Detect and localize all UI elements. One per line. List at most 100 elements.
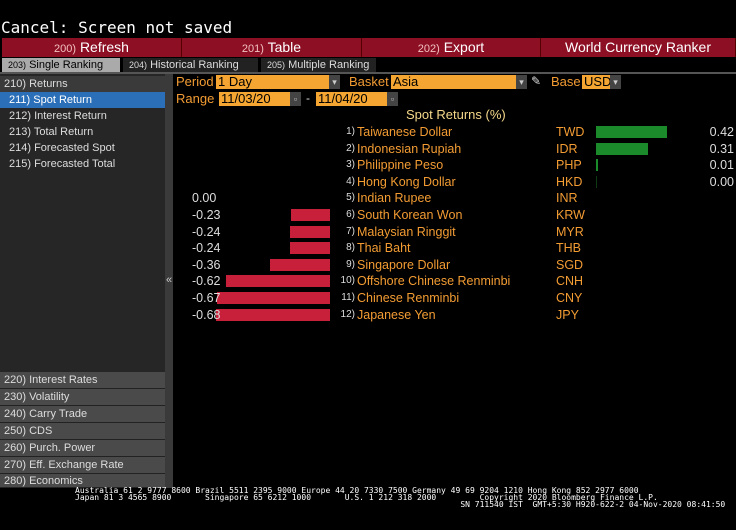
bar-twd — [596, 126, 667, 138]
basket-label: Basket — [349, 74, 389, 89]
basket-dropdown-icon[interactable]: ▾ — [516, 75, 527, 89]
sidebar-item-interest-return[interactable]: 212) Interest Return — [9, 110, 107, 122]
currency-code: PHP — [556, 158, 582, 173]
value-label: 0.01 — [709, 158, 734, 173]
value-label: 0.00 — [192, 191, 217, 206]
period-label: Period — [176, 74, 214, 89]
value-label: -0.24 — [192, 224, 221, 239]
export-label: Export — [443, 39, 485, 55]
currency-name: Malaysian Ringgit — [357, 224, 456, 239]
currency-name: Philippine Peso — [357, 158, 444, 173]
refresh-button[interactable]: 200) Refresh — [2, 38, 182, 57]
period-select[interactable]: 1 Day — [216, 75, 329, 89]
currency-name: South Korean Won — [357, 208, 463, 222]
refresh-number: 200) — [54, 43, 77, 55]
table-label: Table — [267, 39, 302, 55]
tab-number: 205) — [267, 60, 286, 70]
currency-code: CNH — [556, 274, 584, 289]
currency-code: INR — [556, 191, 578, 206]
sidebar-item-purch-power[interactable]: 260) Purch. Power — [0, 440, 165, 457]
pencil-icon[interactable]: ✎ — [531, 74, 542, 88]
rank-number: 8) — [346, 242, 355, 254]
currency-name: Hong Kong Dollar — [357, 174, 456, 189]
rank-number: 6) — [346, 209, 355, 220]
rank-number: 4) — [346, 175, 355, 187]
sidebar-item-cds[interactable]: 250) CDS — [0, 423, 165, 440]
basket-select[interactable]: Asia — [391, 75, 516, 89]
currency-name: Indonesian Rupiah — [357, 141, 462, 156]
tab-historical-ranking[interactable]: 204) Historical Ranking — [123, 58, 258, 72]
rank-number: 11) — [341, 292, 355, 303]
sidebar-item-volatility[interactable]: 230) Volatility — [0, 389, 165, 406]
sidebar-item-spot-return[interactable]: 211) Spot Return — [0, 92, 165, 108]
calendar-from-icon[interactable]: ▫ — [290, 92, 301, 106]
currency-name: Thai Baht — [357, 241, 411, 256]
bar-hkd — [596, 175, 597, 188]
sidebar: 210) Returns 211) Spot Return 212) Inter… — [0, 74, 165, 488]
rank-number: 3) — [346, 159, 355, 171]
calendar-to-icon[interactable]: ▫ — [387, 92, 398, 106]
range-separator: - — [306, 91, 310, 105]
value-label: 0.31 — [709, 141, 734, 156]
currency-name: Chinese Renminbi — [357, 291, 460, 305]
rank-number: 10) — [340, 275, 355, 287]
sidebar-item-eff-exchange-rate[interactable]: 270) Eff. Exchange Rate — [0, 457, 165, 474]
chart-title: Spot Returns (%) — [406, 107, 506, 122]
currency-code: KRW — [556, 208, 585, 222]
base-label: Base — [551, 74, 581, 89]
sidebar-item-forecasted-total[interactable]: 215) Forecasted Total — [9, 158, 116, 170]
footer: Australia 61 2 9777 8600 Brazil 5511 239… — [75, 487, 726, 509]
sidebar-item-interest-rates[interactable]: 220) Interest Rates — [0, 372, 165, 389]
rank-number: 7) — [346, 225, 355, 237]
sidebar-item-total-return[interactable]: 213) Total Return — [9, 126, 94, 138]
value-label: -0.62 — [192, 274, 221, 289]
currency-code: CNY — [556, 291, 583, 305]
table-number: 201) — [241, 43, 264, 55]
range-label: Range — [176, 91, 215, 106]
bar-cny — [217, 292, 330, 304]
range-to-input[interactable]: 11/04/20 — [316, 92, 387, 106]
rank-number: 2) — [346, 142, 355, 154]
currency-code: HKD — [556, 174, 583, 189]
rank-number: 1) — [346, 126, 355, 137]
refresh-label: Refresh — [79, 39, 129, 55]
collapse-icon[interactable]: « — [166, 274, 173, 286]
app-title: World Currency Ranker — [541, 38, 736, 57]
sidebar-item-returns[interactable]: 210) Returns — [0, 76, 165, 92]
divider — [0, 72, 736, 74]
sidebar-item-forecasted-spot[interactable]: 214) Forecasted Spot — [9, 142, 115, 154]
bar-thb — [289, 242, 330, 255]
sidebar-collapse-handle[interactable]: « — [165, 74, 173, 488]
bar-krw — [291, 209, 330, 221]
value-label: -0.24 — [192, 241, 221, 256]
base-select[interactable]: USD — [582, 74, 612, 89]
tab-label: Multiple Ranking — [288, 59, 370, 71]
currency-code: JPY — [556, 307, 579, 322]
currency-name: Indian Rupee — [357, 191, 432, 206]
rank-number: 5) — [346, 192, 355, 204]
tab-number: 204) — [129, 60, 148, 70]
rank-number: 9) — [346, 258, 355, 270]
period-dropdown-icon[interactable]: ▾ — [329, 75, 340, 89]
rank-number: 12) — [340, 308, 355, 320]
sidebar-item-carry-trade[interactable]: 240) Carry Trade — [0, 406, 165, 423]
export-button[interactable]: 202) Export — [362, 38, 541, 57]
currency-name: Japanese Yen — [357, 307, 436, 322]
tab-multiple-ranking[interactable]: 205) Multiple Ranking — [261, 58, 376, 72]
base-dropdown-icon[interactable]: ▾ — [610, 75, 621, 89]
bar-sgd — [269, 258, 330, 271]
currency-name: Taiwanese Dollar — [357, 125, 453, 139]
tab-single-ranking[interactable]: 203) Single Ranking — [2, 58, 120, 72]
tab-number: 203) — [8, 60, 27, 70]
sidebar-item-economics[interactable]: 280) Economics — [0, 474, 165, 488]
range-from-input[interactable]: 11/03/20 — [219, 92, 290, 106]
footer-line: SN 711540 IST GMT+5:30 H920-622-2 04-Nov… — [75, 500, 726, 509]
tab-label: Single Ranking — [29, 59, 104, 71]
footer-line: Japan 81 3 4565 8900 Singapore 65 6212 1… — [75, 493, 658, 502]
export-number: 202) — [417, 43, 440, 55]
currency-code: THB — [556, 241, 581, 256]
bar-myr — [289, 225, 330, 238]
bar-cnh — [225, 275, 330, 288]
value-label: 0.42 — [709, 125, 734, 139]
table-button[interactable]: 201) Table — [182, 38, 362, 57]
